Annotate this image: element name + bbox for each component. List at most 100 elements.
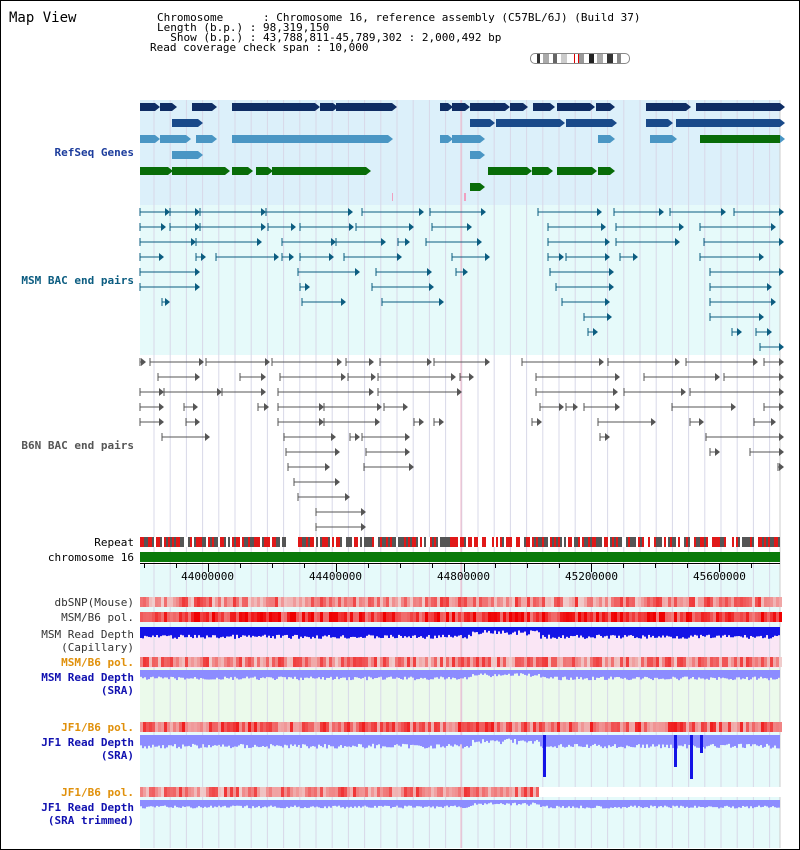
ruler-tick: [175, 563, 177, 568]
msm-read-depth-cap-bar: [238, 627, 240, 639]
msm-read-depth-sra-bar: [232, 670, 234, 680]
jf1-read-depth-trim-bar: [290, 800, 292, 807]
jf1-read-depth-trim-bar: [390, 800, 392, 809]
jf1-read-depth-trim-bar: [380, 800, 382, 806]
jf1-b6-pol-trim-cell: [218, 787, 221, 797]
jf1-read-depth-trim-bar: [200, 800, 202, 808]
dbsnp-cell: [524, 597, 527, 607]
ruler-tick: [367, 563, 369, 568]
msm-b6-pol-sra-cell: [752, 657, 755, 667]
repeat-element: [542, 537, 544, 547]
msm-read-depth-cap-bar: [696, 627, 698, 636]
msm-b6-pol-sra-cell: [641, 657, 644, 667]
jf1-b6-pol-trim-cell: [395, 787, 398, 797]
msm-read-depth-cap-bar: [176, 627, 178, 639]
chromosome-ideogram[interactable]: [530, 53, 630, 64]
jf1-read-depth-trim-bar: [152, 800, 154, 807]
repeat-element: [430, 537, 432, 547]
jf1-read-depth-trim-bar: [246, 800, 248, 806]
msm-read-depth-cap-bar: [652, 627, 654, 636]
msm-b6-pol-sra-cell: [758, 657, 761, 667]
repeat-element: [330, 537, 332, 547]
repeat-element: [746, 537, 748, 547]
track-label-jf1-read-depth-sra[interactable]: JF1 Read Depth (SRA): [41, 736, 134, 762]
jf1-read-depth-sra-bar: [408, 735, 410, 749]
jf1-read-depth-trim-bar: [254, 800, 256, 808]
msm-read-depth-cap-bar: [242, 627, 244, 636]
repeat-element: [706, 537, 708, 547]
msm-b6-pol-cell: [722, 612, 725, 622]
msm-b6-pol-cell: [242, 612, 245, 622]
msm-read-depth-cap-bar: [464, 627, 466, 638]
jf1-read-depth-trim-bar: [146, 800, 148, 807]
repeat-element: [778, 537, 780, 547]
msm-b6-pol-cell: [428, 612, 431, 622]
track-label-msm-b6-pol[interactable]: MSM/B6 pol.: [61, 611, 134, 624]
msm-b6-pol-sra-cell: [341, 657, 344, 667]
msm-b6-pol-sra-cell: [506, 657, 509, 667]
repeat-element: [526, 537, 528, 547]
track-label-msm-read-depth-sra[interactable]: MSM Read Depth (SRA): [41, 671, 134, 697]
dbsnp-cell: [185, 597, 188, 607]
jf1-read-depth-trim-bar: [234, 800, 236, 806]
msm-read-depth-cap-bar: [198, 627, 200, 636]
jf1-b6-pol-trim-cell: [683, 787, 686, 797]
msm-read-depth-cap-bar: [276, 627, 278, 635]
msm-read-depth-cap-bar: [778, 627, 780, 636]
track-label-msm-read-depth-capillary[interactable]: MSM Read Depth (Capillary): [41, 628, 134, 654]
msm-read-depth-cap-bar: [278, 627, 280, 635]
track-label-refseq[interactable]: RefSeq Genes: [54, 146, 134, 159]
repeat-element: [606, 537, 608, 547]
msm-read-depth-sra-bar: [158, 670, 160, 677]
gene-strand-arrow: [480, 135, 485, 143]
dbsnp-cell: [575, 597, 578, 607]
jf1-read-depth-trim-bar: [554, 800, 556, 809]
track-label-jf1-b6-pol-trimmed[interactable]: JF1/B6 pol.: [61, 786, 134, 799]
msm-b6-pol-sra-cell: [605, 657, 608, 667]
repeat-element: [598, 537, 600, 547]
dbsnp-cell: [656, 597, 659, 607]
ruler-tick-label: 44400000: [309, 570, 363, 583]
msm-read-depth-sra-bar: [152, 670, 154, 677]
track-label-b6n-bac[interactable]: B6N BAC end pairs: [21, 439, 134, 452]
dbsnp-cell: [491, 597, 494, 607]
gene-strand-arrow: [780, 119, 785, 127]
track-label-jf1-read-depth-trimmed[interactable]: JF1 Read Depth (SRA trimmed): [41, 801, 134, 827]
msm-read-depth-cap-bar: [554, 627, 556, 638]
msm-read-depth-cap-bar: [200, 627, 202, 638]
jf1-read-depth-trim-bar: [520, 800, 522, 805]
repeat-element: [636, 537, 638, 547]
msm-read-depth-sra-bar: [702, 670, 704, 679]
repeat-element: [622, 537, 624, 547]
track-label-jf1-b6-pol[interactable]: JF1/B6 pol.: [61, 721, 134, 734]
msm-read-depth-cap-bar: [388, 627, 390, 639]
jf1-read-depth-trim-bar: [244, 800, 246, 807]
gene-strand-arrow: [448, 135, 453, 143]
refseq-gene: [676, 119, 700, 127]
msm-read-depth-cap-bar: [756, 627, 758, 637]
jf1-b6-pol-trim-cell: [731, 787, 734, 797]
msm-bac-pair-end: [771, 223, 776, 231]
jf1-read-depth-trim-bar: [260, 800, 262, 809]
track-label-msm-b6-pol-sra[interactable]: MSM/B6 pol.: [61, 656, 134, 669]
jf1-read-depth-sra-bar: [266, 735, 268, 747]
msm-read-depth-cap-bar: [674, 627, 676, 639]
dbsnp-cell: [434, 597, 437, 607]
jf1-read-depth-sra-bar: [510, 735, 512, 740]
jf1-b6-pol-trim-cell: [305, 787, 308, 797]
jf1-read-depth-sra-bar: [384, 735, 386, 747]
jf1-read-depth-trim-bar: [716, 800, 718, 808]
msm-read-depth-sra-bar: [618, 670, 620, 678]
msm-b6-pol-cell: [566, 612, 569, 622]
msm-read-depth-cap-bar: [274, 627, 276, 639]
track-label-msm-bac[interactable]: MSM BAC end pairs: [21, 274, 134, 287]
jf1-b6-pol-trim-cell: [329, 787, 332, 797]
ideogram-position-marker[interactable]: [574, 54, 579, 63]
jf1-read-depth-trim-bar: [664, 800, 666, 806]
track-label-dbsnp[interactable]: dbSNP(Mouse): [54, 596, 134, 609]
ruler-tick-label: 45600000: [692, 570, 746, 583]
repeat-element: [582, 537, 584, 547]
msm-read-depth-sra-bar: [306, 670, 308, 678]
track-label-repeat[interactable]: Repeat: [94, 536, 134, 549]
